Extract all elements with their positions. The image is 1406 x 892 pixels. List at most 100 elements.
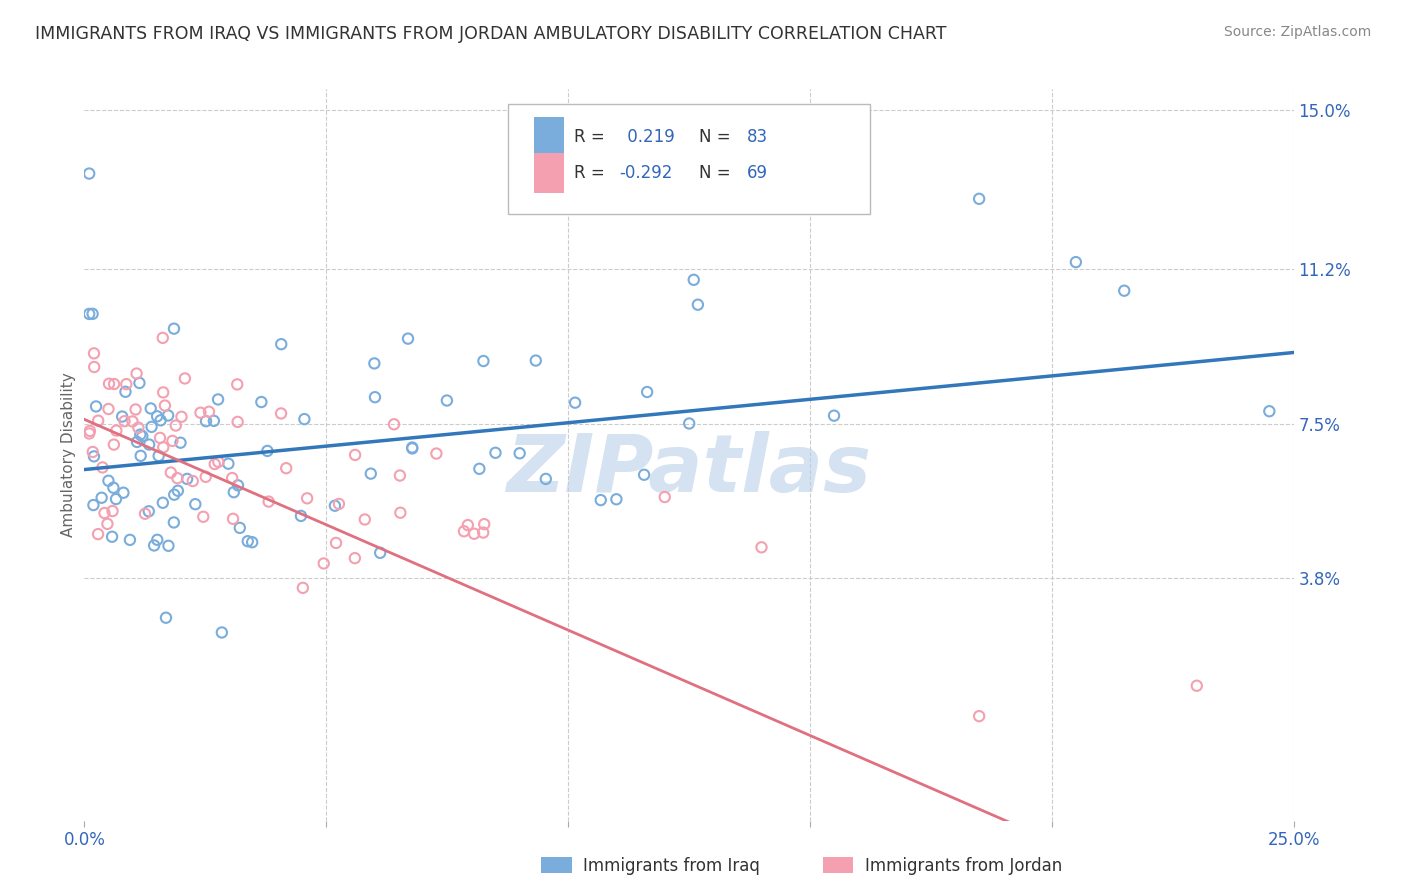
Text: Immigrants from Jordan: Immigrants from Jordan — [865, 857, 1062, 875]
Point — [751, 541, 773, 555]
Point — [221, 471, 243, 485]
Point — [290, 508, 312, 523]
Point — [605, 492, 627, 507]
Point — [125, 434, 148, 449]
Point — [103, 481, 125, 495]
Point — [82, 445, 104, 459]
Point — [155, 610, 177, 624]
Point — [157, 409, 180, 423]
Point — [149, 413, 172, 427]
Point — [152, 331, 174, 345]
Point — [194, 470, 217, 484]
Point — [240, 535, 263, 549]
Text: N =: N = — [699, 164, 730, 182]
Y-axis label: Ambulatory Disability: Ambulatory Disability — [60, 373, 76, 537]
Point — [79, 424, 101, 438]
Text: 83: 83 — [747, 128, 768, 145]
Point — [472, 525, 495, 540]
Point — [167, 483, 190, 498]
Point — [401, 441, 423, 455]
Point — [152, 496, 174, 510]
Point — [105, 491, 128, 506]
Text: Source: ZipAtlas.com: Source: ZipAtlas.com — [1223, 25, 1371, 39]
Point — [148, 449, 170, 463]
Point — [103, 377, 125, 392]
Text: 69: 69 — [747, 164, 768, 182]
Point — [93, 506, 115, 520]
Point — [134, 507, 156, 521]
Point — [181, 474, 204, 488]
Point — [325, 536, 347, 550]
Point — [195, 414, 218, 428]
Point — [534, 472, 557, 486]
Point — [138, 504, 160, 518]
Point — [77, 307, 100, 321]
Point — [118, 533, 141, 547]
Point — [401, 442, 423, 456]
Point — [105, 424, 128, 438]
Point — [312, 557, 335, 571]
Point — [127, 421, 149, 435]
Point — [115, 377, 138, 392]
Point — [363, 356, 385, 370]
Point — [217, 457, 239, 471]
Point — [193, 509, 215, 524]
Point — [190, 406, 212, 420]
Point — [77, 426, 100, 441]
Point — [360, 467, 382, 481]
Point — [222, 512, 245, 526]
Point — [291, 581, 314, 595]
Text: ZIPatlas: ZIPatlas — [506, 431, 872, 508]
Point — [131, 429, 153, 443]
Point — [129, 449, 152, 463]
Point — [152, 385, 174, 400]
Point — [174, 371, 197, 385]
Point — [236, 534, 259, 549]
Point — [149, 431, 172, 445]
Point — [114, 414, 136, 428]
Point — [91, 460, 114, 475]
Point — [453, 524, 475, 539]
Point — [509, 446, 531, 460]
Point — [276, 461, 298, 475]
Point — [389, 506, 412, 520]
Point — [103, 437, 125, 451]
Point — [169, 435, 191, 450]
Point — [633, 467, 655, 482]
Point — [121, 414, 143, 428]
Point — [114, 384, 136, 399]
Point — [229, 521, 252, 535]
Point — [686, 298, 709, 312]
Point — [166, 471, 188, 485]
Point — [364, 390, 387, 404]
Point — [83, 359, 105, 374]
Point — [143, 539, 166, 553]
Point — [207, 455, 229, 469]
Point — [83, 346, 105, 360]
Point — [353, 512, 375, 526]
Point — [457, 518, 479, 533]
Point — [1114, 284, 1136, 298]
Point — [256, 444, 278, 458]
Point — [589, 493, 612, 508]
Point — [204, 457, 226, 471]
Point — [207, 392, 229, 407]
Point — [87, 414, 110, 428]
Point — [468, 462, 491, 476]
Point — [564, 395, 586, 409]
Point — [226, 478, 249, 492]
Point — [636, 384, 658, 399]
Point — [97, 402, 120, 417]
Point — [323, 499, 346, 513]
Point — [139, 401, 162, 416]
Point — [96, 516, 118, 531]
Point — [87, 527, 110, 541]
Point — [163, 488, 186, 502]
Point — [344, 448, 367, 462]
Point — [967, 709, 990, 723]
Point — [101, 504, 124, 518]
Point — [250, 395, 273, 409]
Point — [654, 490, 676, 504]
Text: 0.219: 0.219 — [623, 128, 675, 145]
Point — [388, 468, 411, 483]
